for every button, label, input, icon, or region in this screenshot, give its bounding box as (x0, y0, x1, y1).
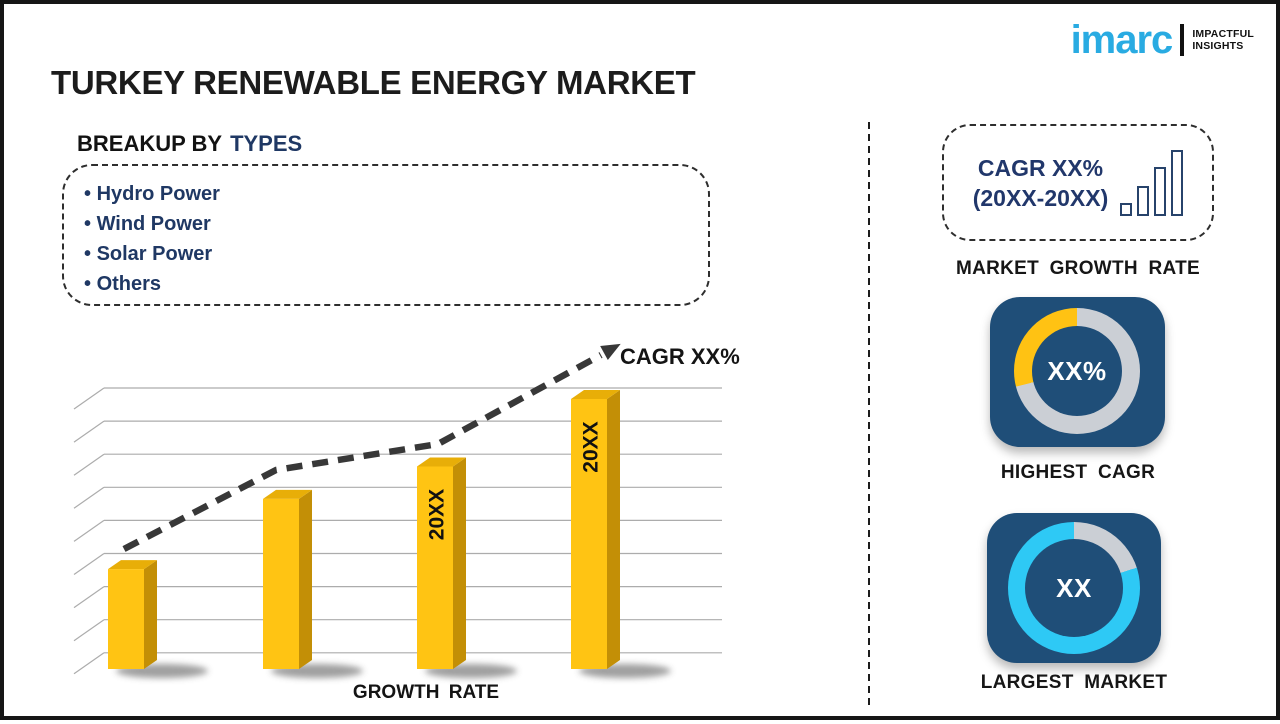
growth-card-line1: CAGR XX% (977, 154, 1104, 181)
highest-cagr-caption: HIGHEST CAGR (1000, 462, 1156, 483)
highest-cagr-donut-gauge: XX% (1014, 308, 1140, 434)
bar-top-face (108, 560, 157, 570)
bar-label: 20XX (426, 489, 449, 540)
brand-name: imarc (1070, 18, 1174, 62)
bar-side-face (607, 390, 620, 669)
brand-tagline: IMPACTFUL INSIGHTS (1192, 28, 1254, 52)
bar-chart-icon (1120, 149, 1184, 216)
bar-top-face (571, 390, 620, 399)
breakup-list: Hydro Power Wind Power Solar Power Other… (84, 179, 708, 299)
market-growth-rate-caption: MARKET GROWTH RATE (955, 258, 1201, 279)
list-item-others: Others (84, 269, 708, 299)
gridline-tick (73, 486, 105, 509)
largest-market-value: XX (1056, 572, 1092, 603)
donut-hole: XX% (1032, 326, 1122, 416)
bar-chart-icon-bar4 (1171, 149, 1184, 216)
bar (108, 569, 144, 669)
breakup-types-box: Hydro Power Wind Power Solar Power Other… (62, 164, 710, 306)
growth-card-text: CAGR XX% (20XX-20XX) (973, 153, 1109, 213)
highest-cagr-card: XX% (990, 297, 1165, 447)
largest-market-donut-gauge: XX (1008, 522, 1140, 654)
list-item-solar: Solar Power (84, 239, 708, 269)
bar (571, 399, 607, 669)
brand-tagline-line1: IMPACTFUL (1192, 28, 1254, 40)
bar (417, 466, 453, 669)
bar (263, 498, 299, 669)
section-divider (868, 122, 870, 706)
gridline-tick (73, 586, 105, 609)
donut-hole: XX (1025, 539, 1123, 637)
bar-side-face (144, 560, 157, 669)
trend-arrow-icon (600, 343, 621, 361)
imarc-logo: imarc IMPACTFUL INSIGHTS (1071, 20, 1254, 60)
bar-chart-icon-bar2 (1137, 185, 1150, 216)
bar-top-face (417, 457, 466, 467)
largest-market-caption: LARGEST MARKET (980, 672, 1168, 693)
bar-top-face (263, 489, 312, 499)
gridline-tick (73, 420, 105, 443)
breakup-heading: BREAKUP BY TYPES (77, 131, 302, 157)
list-item-hydro: Hydro Power (84, 179, 708, 209)
highest-cagr-value: XX% (1047, 355, 1107, 386)
growth-bar-chart: 20XX 20XX (73, 343, 722, 678)
brand-tagline-line2: INSIGHTS (1192, 40, 1244, 52)
trend-cagr-label: CAGR XX% (620, 344, 740, 369)
breakup-heading-highlight: TYPES (230, 131, 303, 156)
page-title: TURKEY RENEWABLE ENERGY MARKET (51, 64, 696, 101)
bar-chart-icon-bar3 (1154, 166, 1167, 216)
growth-card-line2: (20XX-20XX) (972, 184, 1109, 211)
gridline-tick (73, 652, 105, 675)
logo-divider (1180, 24, 1185, 56)
bar-side-face (453, 457, 466, 669)
largest-market-card: XX (987, 513, 1161, 663)
bar-label: 20XX (580, 421, 603, 472)
breakup-heading-prefix: BREAKUP BY (77, 131, 223, 156)
list-item-wind: Wind Power (84, 209, 708, 239)
trend-line (122, 352, 603, 552)
bar-side-face (299, 489, 312, 669)
gridline-tick (73, 387, 105, 410)
x-axis-label: GROWTH RATE (352, 682, 500, 703)
gridline-tick (73, 553, 105, 575)
gridline-tick (73, 619, 105, 642)
market-growth-rate-card: CAGR XX% (20XX-20XX) (942, 124, 1214, 241)
bar-chart-icon-bar1 (1120, 202, 1133, 216)
gridline-tick (73, 519, 105, 542)
gridline-tick (73, 453, 105, 476)
